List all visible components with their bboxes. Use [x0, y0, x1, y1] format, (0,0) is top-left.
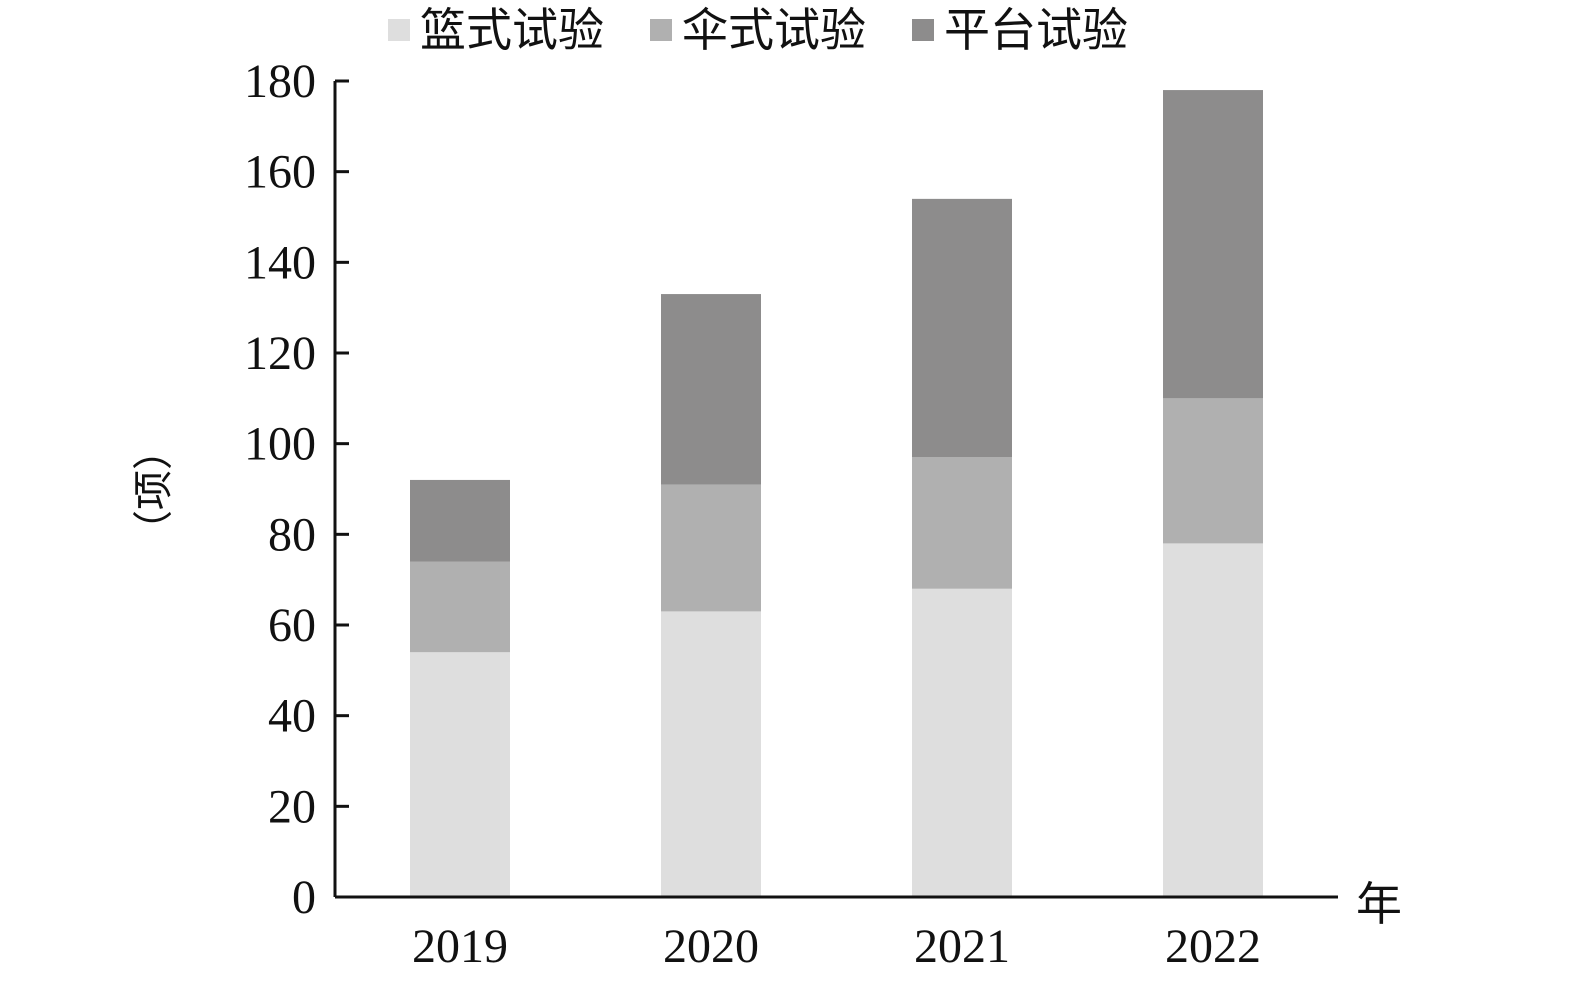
y-tick-label-20: 20 — [268, 780, 316, 833]
legend-item-basket: 篮式试验 — [388, 0, 604, 60]
bar-2019-series-2 — [410, 479, 510, 562]
legend-label-platform: 平台试验 — [944, 3, 1128, 57]
legend-swatch-umbrella — [650, 19, 672, 41]
legend-item-platform: 平台试验 — [912, 0, 1128, 60]
bar-2019-series-1 — [410, 561, 510, 653]
bar-2020-series-1 — [661, 484, 761, 612]
bar-2022-series-0 — [1163, 543, 1263, 897]
x-axis-unit: 年 — [1356, 877, 1402, 931]
legend: 篮式试验 伞式试验 平台试验 — [388, 0, 1128, 60]
y-tick-label-120: 120 — [244, 327, 316, 380]
y-tick-label-160: 160 — [244, 146, 316, 199]
bar-2021-series-1 — [912, 457, 1012, 589]
bar-2022-series-1 — [1163, 398, 1263, 544]
y-tick-label-40: 40 — [268, 690, 316, 743]
y-tick-label-80: 80 — [268, 508, 316, 561]
y-tick-label-140: 140 — [244, 236, 316, 289]
bar-2021-series-2 — [912, 198, 1012, 458]
legend-label-umbrella: 伞式试验 — [682, 3, 866, 57]
bar-2022-series-2 — [1163, 90, 1263, 399]
bar-2021-series-0 — [912, 588, 1012, 897]
x-tick-label-2021: 2021 — [914, 920, 1010, 973]
y-tick-label-0: 0 — [292, 871, 316, 924]
bar-2019-series-0 — [410, 652, 510, 897]
legend-swatch-platform — [912, 19, 934, 41]
legend-label-basket: 篮式试验 — [420, 3, 604, 57]
x-tick-label-2020: 2020 — [663, 920, 759, 973]
x-tick-label-2022: 2022 — [1165, 920, 1261, 973]
bar-2020-series-0 — [661, 611, 761, 897]
y-tick-label-60: 60 — [268, 599, 316, 652]
legend-item-umbrella: 伞式试验 — [650, 0, 866, 60]
x-tick-label-2019: 2019 — [412, 920, 508, 973]
legend-swatch-basket — [388, 19, 410, 41]
y-tick-label-100: 100 — [244, 418, 316, 471]
bar-2020-series-2 — [661, 294, 761, 485]
y-tick-label-180: 180 — [244, 55, 316, 108]
